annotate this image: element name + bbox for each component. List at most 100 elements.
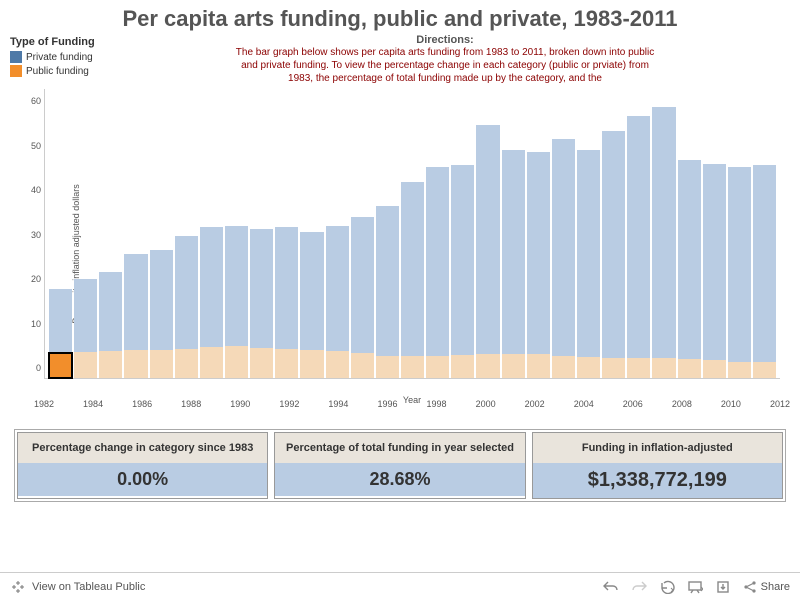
bar-column[interactable] — [225, 89, 248, 378]
public-segment[interactable] — [124, 350, 147, 378]
public-segment[interactable] — [250, 348, 273, 378]
bar-column[interactable] — [502, 89, 525, 378]
private-segment[interactable] — [627, 116, 650, 358]
private-segment[interactable] — [652, 107, 675, 358]
bar-column[interactable] — [200, 89, 223, 378]
public-segment[interactable] — [99, 351, 122, 378]
public-segment[interactable] — [225, 346, 248, 378]
bar-column[interactable] — [652, 89, 675, 378]
public-segment[interactable] — [150, 350, 173, 378]
private-segment[interactable] — [527, 152, 550, 354]
redo-icon[interactable] — [631, 579, 647, 595]
bar-column[interactable] — [376, 89, 399, 378]
private-segment[interactable] — [124, 254, 147, 351]
bar-column[interactable] — [300, 89, 323, 378]
bar-column[interactable] — [703, 89, 726, 378]
private-segment[interactable] — [326, 226, 349, 352]
bar-column[interactable] — [326, 89, 349, 378]
bar-column[interactable] — [753, 89, 776, 378]
public-segment[interactable] — [326, 351, 349, 378]
public-segment[interactable] — [476, 354, 499, 378]
bar-column[interactable] — [124, 89, 147, 378]
bar-column[interactable] — [99, 89, 122, 378]
private-segment[interactable] — [376, 206, 399, 356]
private-segment[interactable] — [451, 165, 474, 355]
view-link[interactable]: View on Tableau Public — [32, 581, 145, 593]
private-segment[interactable] — [200, 227, 223, 347]
bar-column[interactable] — [49, 89, 72, 378]
private-segment[interactable] — [49, 289, 72, 353]
private-segment[interactable] — [300, 232, 323, 351]
public-segment[interactable] — [728, 362, 751, 378]
private-segment[interactable] — [275, 227, 298, 349]
public-segment[interactable] — [351, 353, 374, 378]
legend-item[interactable]: Public funding — [10, 65, 140, 77]
public-segment[interactable] — [49, 353, 72, 378]
revert-icon[interactable] — [659, 579, 675, 595]
private-segment[interactable] — [728, 167, 751, 362]
public-segment[interactable] — [602, 358, 625, 378]
private-segment[interactable] — [99, 272, 122, 351]
public-segment[interactable] — [426, 356, 449, 378]
public-segment[interactable] — [527, 354, 550, 378]
presentation-icon[interactable] — [687, 579, 703, 595]
bar-column[interactable] — [728, 89, 751, 378]
private-segment[interactable] — [476, 125, 499, 354]
public-segment[interactable] — [451, 355, 474, 378]
public-segment[interactable] — [753, 362, 776, 378]
public-segment[interactable] — [652, 358, 675, 378]
private-segment[interactable] — [753, 165, 776, 363]
private-segment[interactable] — [426, 167, 449, 356]
private-segment[interactable] — [602, 131, 625, 358]
bar-column[interactable] — [552, 89, 575, 378]
private-segment[interactable] — [150, 250, 173, 350]
tableau-logo-icon[interactable] — [10, 579, 26, 595]
private-segment[interactable] — [502, 150, 525, 354]
public-segment[interactable] — [552, 356, 575, 378]
bar-column[interactable] — [476, 89, 499, 378]
public-segment[interactable] — [627, 358, 650, 378]
public-segment[interactable] — [678, 359, 701, 378]
bar-column[interactable] — [74, 89, 97, 378]
public-segment[interactable] — [577, 357, 600, 378]
public-segment[interactable] — [703, 360, 726, 378]
undo-icon[interactable] — [603, 579, 619, 595]
bar-column[interactable] — [250, 89, 273, 378]
bar-column[interactable] — [678, 89, 701, 378]
public-segment[interactable] — [300, 350, 323, 378]
private-segment[interactable] — [74, 279, 97, 352]
private-segment[interactable] — [678, 160, 701, 359]
share-button[interactable]: Share — [743, 580, 790, 594]
y-tick: 20 — [15, 274, 41, 284]
public-segment[interactable] — [376, 356, 399, 378]
bar-column[interactable] — [175, 89, 198, 378]
private-segment[interactable] — [225, 226, 248, 346]
legend-item[interactable]: Private funding — [10, 51, 140, 63]
stat-head: Funding in inflation-adjusted — [533, 433, 782, 463]
bar-column[interactable] — [527, 89, 550, 378]
bar-column[interactable] — [275, 89, 298, 378]
public-segment[interactable] — [200, 347, 223, 378]
public-segment[interactable] — [74, 352, 97, 378]
bar-column[interactable] — [602, 89, 625, 378]
private-segment[interactable] — [401, 182, 424, 355]
bar-column[interactable] — [577, 89, 600, 378]
private-segment[interactable] — [250, 229, 273, 348]
download-icon[interactable] — [715, 579, 731, 595]
public-segment[interactable] — [502, 354, 525, 378]
private-segment[interactable] — [703, 164, 726, 361]
bar-column[interactable] — [627, 89, 650, 378]
bar-column[interactable] — [401, 89, 424, 378]
public-segment[interactable] — [275, 349, 298, 378]
public-segment[interactable] — [401, 356, 424, 378]
private-segment[interactable] — [351, 217, 374, 353]
private-segment[interactable] — [577, 150, 600, 357]
bar-column[interactable] — [150, 89, 173, 378]
private-segment[interactable] — [552, 139, 575, 356]
bar-column[interactable] — [451, 89, 474, 378]
bar-column[interactable] — [351, 89, 374, 378]
private-segment[interactable] — [175, 236, 198, 349]
bar-column[interactable] — [426, 89, 449, 378]
public-segment[interactable] — [175, 349, 198, 378]
bar-chart[interactable]: 0102030405060 — [44, 89, 780, 379]
